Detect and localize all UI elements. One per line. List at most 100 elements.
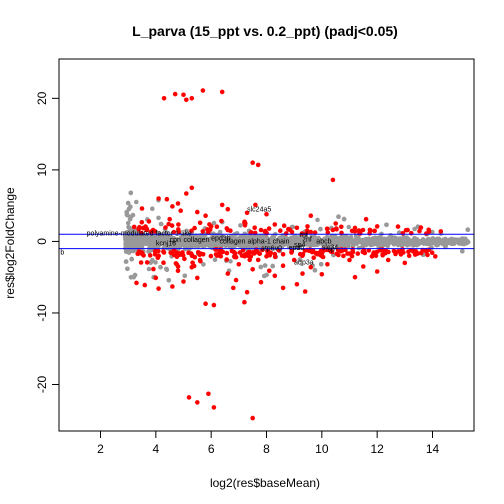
gene-point-sig [161,260,166,266]
gene-point-sig [304,228,310,233]
gene-point-sig [182,256,187,262]
gene-point-ns [304,236,310,241]
gene-point-sig [216,253,222,258]
gene-point-ns [123,259,129,264]
gene-point-ns [315,238,320,244]
gene-point-sig [264,211,269,217]
gene-point-ns [193,239,198,244]
gene-point-ns [158,221,164,227]
gene-point-sig [224,250,230,256]
gene-point-sig [374,269,380,274]
gene-point-ns [153,260,158,265]
gene-label: b [60,249,64,256]
gene-point-sig [186,395,192,400]
gene-point-ns [228,259,233,264]
gene-point-sig [151,266,156,272]
gene-point-ns [403,241,409,247]
gene-point-ns [270,263,276,269]
gene-point-ns [253,236,259,241]
gene-point-ns [323,238,328,243]
gene-point-sig [272,254,278,260]
gene-point-ns [257,241,262,246]
gene-point-sig [207,222,212,227]
significant-points [131,88,444,421]
gene-point-sig [252,225,257,230]
gene-point-ns [443,240,449,246]
gene-point-sig [231,285,236,291]
gene-point-sig [240,248,246,253]
gene-point-sig [224,257,229,262]
gene-point-sig [147,253,153,258]
gene-point-ns [326,241,331,247]
gene-point-sig [341,253,346,259]
gene-point-ns [263,243,268,249]
gene-point-sig [349,253,355,259]
gene-point-sig [386,249,391,255]
gene-point-sig [272,222,278,227]
gene-point-sig [360,227,366,233]
gene-point-ns [393,238,398,244]
gene-point-sig [134,280,139,286]
gene-point-ns [376,243,381,248]
gene-label: sp4 [294,242,305,249]
gene-point-sig [244,210,250,216]
gene-point-sig [184,97,189,103]
gene-point-ns [336,214,341,219]
gene-point-ns [339,238,344,244]
gene-point-ns [226,241,231,246]
gene-point-sig [311,255,317,260]
gene-point-ns [234,231,240,236]
gene-point-ns [303,240,308,245]
gene-point-sig [208,253,214,259]
gene-point-sig [263,230,269,235]
gene-point-ns [351,239,357,245]
gene-point-sig [195,275,200,281]
gene-point-sig [172,91,178,97]
gene-point-ns [238,223,243,228]
gene-point-sig [135,251,141,256]
gene-point-ns [149,242,154,247]
gene-point-sig [218,247,224,252]
gene-point-ns [247,238,252,244]
gene-point-sig [174,262,180,267]
gene-point-sig [395,249,401,254]
gene-point-ns [448,239,453,245]
gene-point-sig [291,257,297,263]
gene-point-sig [192,225,197,231]
gene-point-sig [206,391,211,397]
y-tick-label: 0 [35,238,49,245]
gene-point-sig [163,225,168,230]
gene-point-sig [225,271,231,276]
gene-point-sig [233,277,239,283]
gene-label: epd3b [211,236,231,243]
gene-label: rnf [300,232,308,239]
gene-point-sig [197,220,203,226]
gene-point-sig [352,225,358,231]
y-tick-label: -20 [35,376,49,394]
gene-point-sig [189,228,194,234]
gene-point-ns [159,238,164,244]
gene-point-sig [276,248,282,253]
gene-point-sig [211,302,217,308]
gene-point-ns [443,236,448,242]
gene-point-sig [300,271,305,276]
gene-point-sig [190,260,195,266]
gene-point-sig [415,251,421,256]
gene-point-sig [308,229,314,235]
gene-point-sig [417,228,422,234]
gene-label: collagen [184,237,210,244]
gene-point-sig [325,230,331,235]
gene-point-sig [176,251,182,256]
gene-label: znf [302,236,311,243]
gene-label: aqp3a [294,259,314,266]
gene-point-sig [329,249,335,255]
gene-point-sig [272,273,278,279]
gene-point-ns [258,264,264,270]
gene-point-ns [218,243,223,249]
gene-point-sig [289,249,295,254]
gene-point-ns [385,239,391,245]
gene-point-sig [213,247,219,252]
gene-point-ns [341,216,347,222]
gene-point-sig [186,250,191,255]
